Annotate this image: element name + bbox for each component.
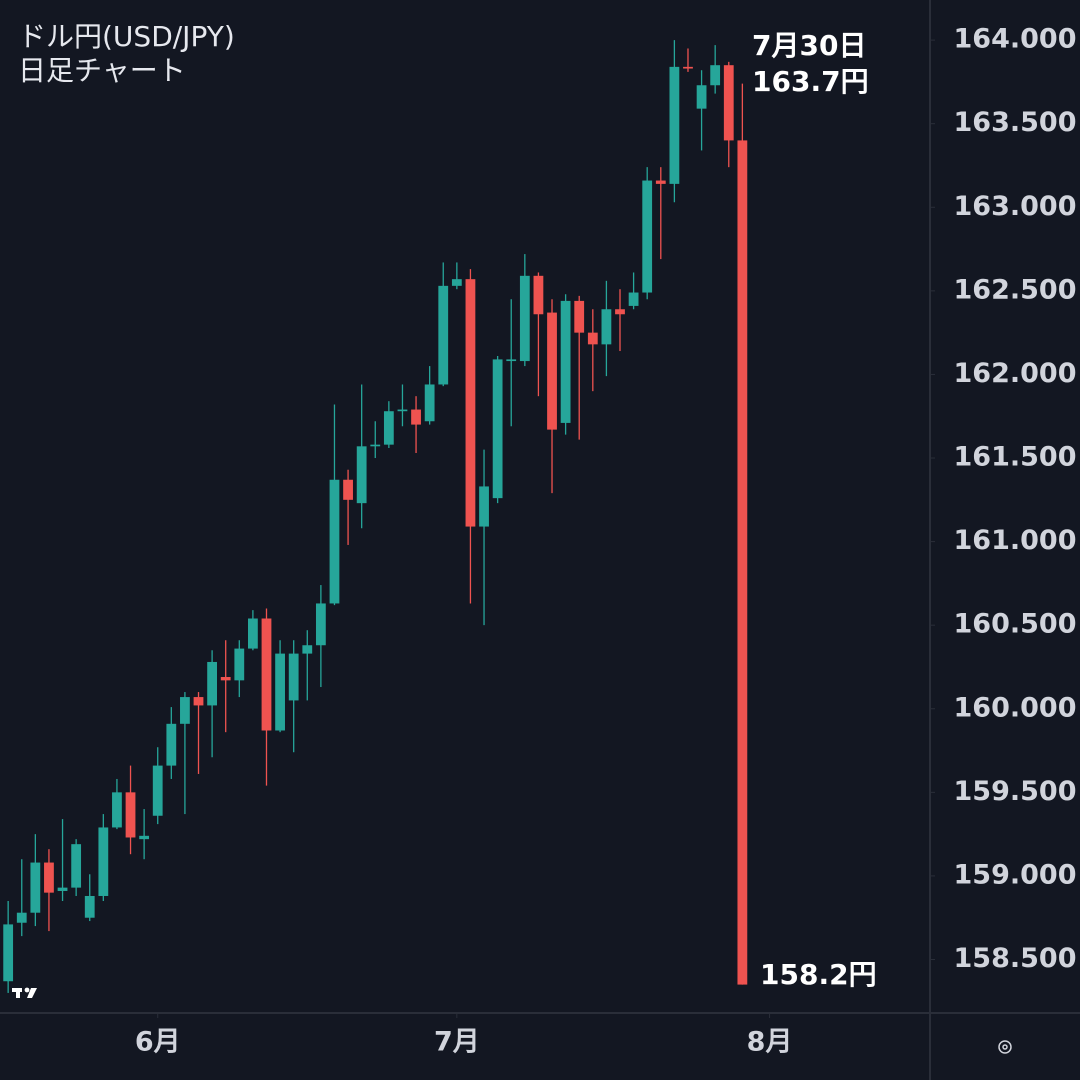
candle-body <box>112 792 122 828</box>
candle-body <box>601 309 612 345</box>
candle-body <box>451 279 462 286</box>
candle-body <box>207 661 217 706</box>
y-tick-label: 163.500 <box>954 107 1077 138</box>
candle-body <box>98 827 109 896</box>
candle-body <box>16 912 27 923</box>
candle-body <box>383 411 394 445</box>
tv-logo <box>12 987 37 998</box>
candle-body <box>642 180 653 293</box>
candle-body <box>655 180 666 184</box>
x-tick-label: 8月 <box>747 1027 793 1058</box>
candle-body <box>248 618 258 649</box>
candle-body <box>574 300 585 333</box>
candle-body <box>288 653 299 701</box>
candle-body <box>315 603 326 646</box>
candle-body <box>465 279 476 527</box>
candle-body <box>397 409 408 412</box>
y-tick-label: 164.000 <box>954 24 1077 55</box>
candle-body <box>424 384 435 422</box>
candle-body <box>683 66 693 69</box>
chart-title: ドル円(USD/JPY) <box>18 20 235 53</box>
candle-body <box>547 312 557 430</box>
y-tick-label: 161.000 <box>954 525 1077 556</box>
candle-body <box>44 862 54 893</box>
candle-body <box>302 645 313 654</box>
x-tick-label: 7月 <box>434 1027 480 1058</box>
y-tick-label: 159.500 <box>954 776 1077 807</box>
candle-body <box>234 648 245 681</box>
candle-body <box>356 446 367 504</box>
candle-body <box>506 359 517 362</box>
candle-body <box>615 309 625 315</box>
candle-body <box>723 65 734 141</box>
candle-body <box>3 924 14 982</box>
annotation-date: 7月30日 <box>752 29 866 62</box>
candle-body <box>57 887 68 891</box>
candle-body <box>411 409 421 425</box>
candle-body <box>669 66 680 184</box>
candle-body <box>71 844 82 888</box>
annotation-low: 158.2円 <box>760 958 877 991</box>
candle-body <box>261 618 272 731</box>
candle-body <box>438 285 449 385</box>
candle-body <box>220 677 231 681</box>
annotation-high: 163.7円 <box>752 65 869 98</box>
candle-body <box>152 765 163 816</box>
y-tick-label: 159.000 <box>954 859 1077 890</box>
chart-subtitle: 日足チャート <box>18 54 186 87</box>
candle-body <box>193 697 204 706</box>
y-tick-label: 163.000 <box>954 191 1077 222</box>
candle-body <box>370 444 381 447</box>
settings-icon[interactable] <box>998 1040 1012 1054</box>
y-tick-label: 162.500 <box>954 274 1077 305</box>
candle-body <box>180 697 190 724</box>
candle-body <box>587 332 598 345</box>
candle-body <box>125 792 136 838</box>
candle-body <box>329 479 340 604</box>
candle-body <box>275 653 285 731</box>
candle-body <box>492 359 503 499</box>
y-tick-label: 160.000 <box>954 692 1077 723</box>
candle-body <box>710 65 721 86</box>
candle-body <box>696 85 707 109</box>
y-tick-label: 158.500 <box>954 943 1077 974</box>
candle-body <box>343 479 353 500</box>
plot-area <box>3 40 748 993</box>
y-tick-label: 160.500 <box>954 609 1077 640</box>
y-tick-label: 162.000 <box>954 358 1077 389</box>
y-tick-label: 161.500 <box>954 442 1077 473</box>
x-tick-label: 6月 <box>135 1027 181 1058</box>
candle-body <box>479 486 489 527</box>
candle-body <box>560 300 571 423</box>
candle-body <box>166 723 177 766</box>
candle-body <box>533 275 544 315</box>
candle-body <box>628 292 639 306</box>
candle-body <box>737 140 748 985</box>
candle-body <box>84 895 95 918</box>
candle-body <box>139 835 150 840</box>
candle-body <box>30 862 41 913</box>
candle-body <box>519 275 530 362</box>
